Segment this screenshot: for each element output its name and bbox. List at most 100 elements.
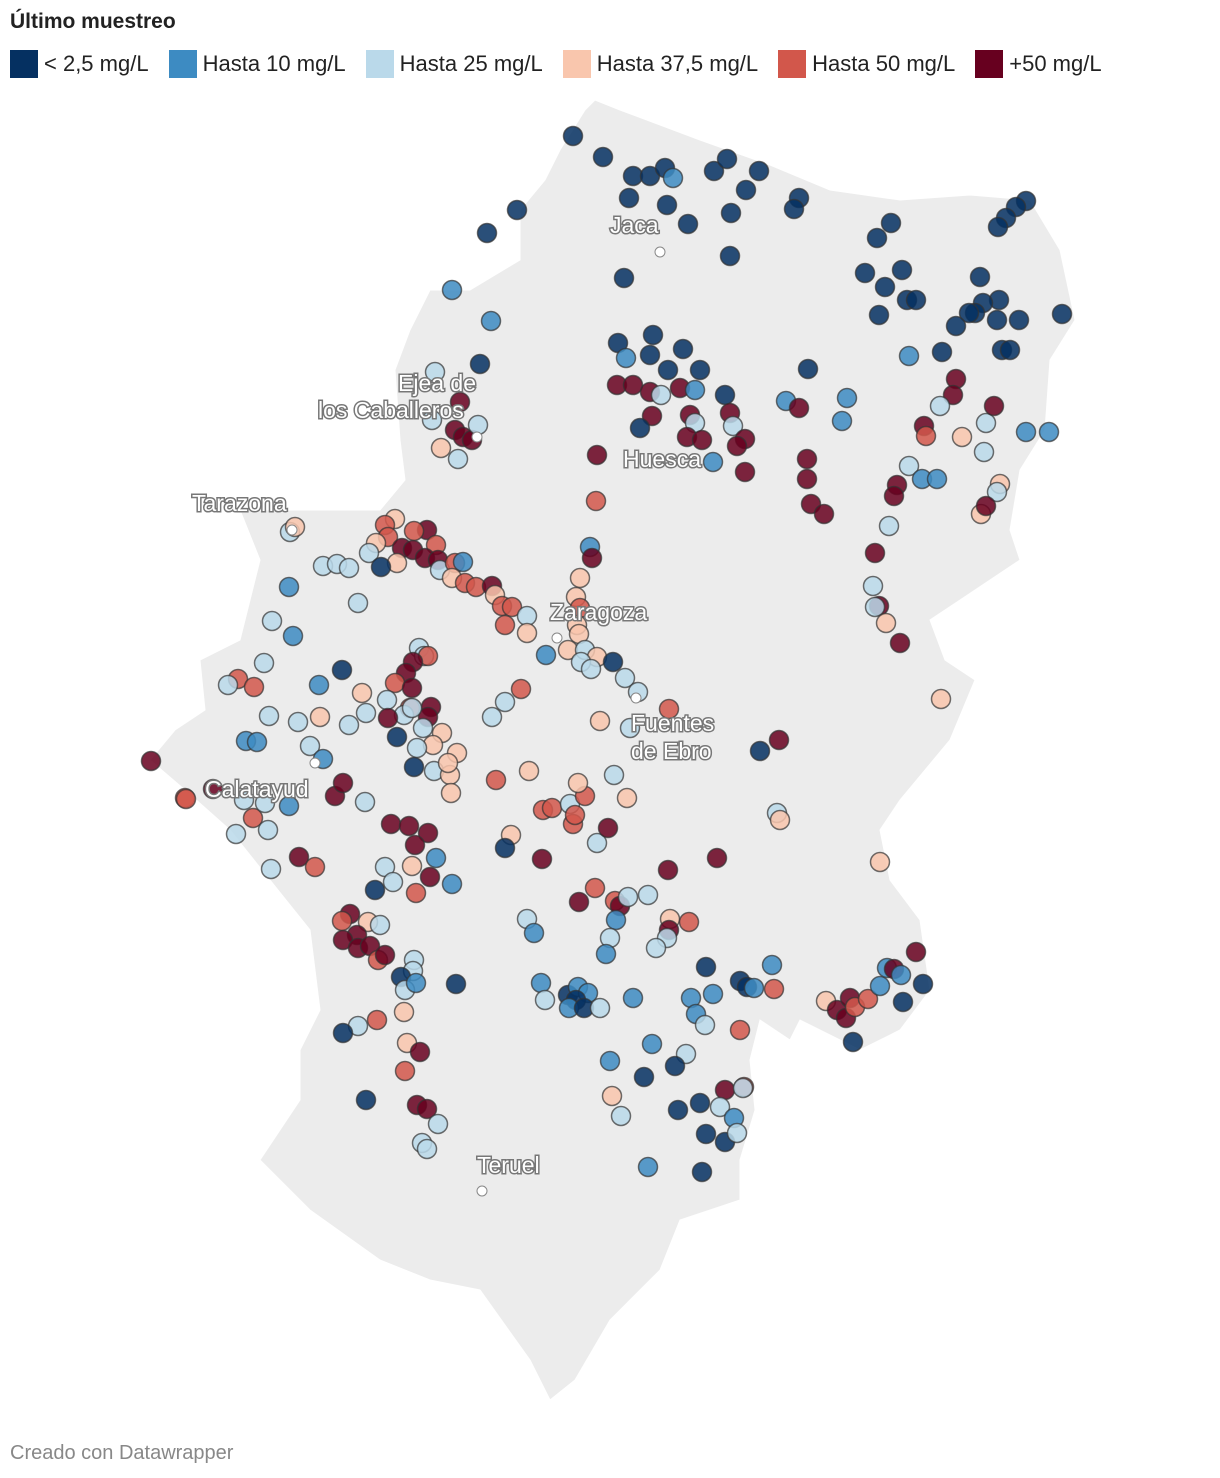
sample-point[interactable]: [987, 216, 1009, 238]
sample-point[interactable]: [597, 817, 619, 839]
sample-point[interactable]: [629, 417, 651, 439]
sample-point[interactable]: [401, 697, 423, 719]
sample-point[interactable]: [441, 279, 463, 301]
sample-point[interactable]: [494, 837, 516, 859]
sample-point[interactable]: [469, 353, 491, 375]
sample-point[interactable]: [243, 676, 265, 698]
sample-point[interactable]: [584, 877, 606, 899]
sample-point[interactable]: [689, 359, 711, 381]
sample-point[interactable]: [854, 262, 876, 284]
sample-point[interactable]: [836, 387, 858, 409]
sample-point[interactable]: [951, 426, 973, 448]
sample-point[interactable]: [716, 148, 738, 170]
sample-point[interactable]: [641, 1033, 663, 1055]
sample-point[interactable]: [975, 412, 997, 434]
sample-point[interactable]: [449, 391, 471, 413]
sample-point[interactable]: [842, 1031, 864, 1053]
sample-point[interactable]: [447, 448, 469, 470]
sample-point[interactable]: [889, 632, 911, 654]
sample-point[interactable]: [975, 495, 997, 517]
sample-point[interactable]: [878, 515, 900, 537]
sample-point[interactable]: [282, 625, 304, 647]
sample-point[interactable]: [729, 1019, 751, 1041]
sample-point[interactable]: [748, 160, 770, 182]
sample-point[interactable]: [595, 943, 617, 965]
sample-point[interactable]: [1015, 421, 1037, 443]
sample-point[interactable]: [641, 405, 663, 427]
sample-point[interactable]: [695, 1123, 717, 1145]
sample-point[interactable]: [617, 886, 639, 908]
sample-point[interactable]: [278, 795, 300, 817]
sample-point[interactable]: [358, 542, 380, 564]
sample-point[interactable]: [530, 972, 552, 994]
sample-point[interactable]: [905, 289, 927, 311]
sample-point[interactable]: [695, 956, 717, 978]
sample-point[interactable]: [585, 490, 607, 512]
sample-point[interactable]: [749, 740, 771, 762]
sample-point[interactable]: [689, 1092, 711, 1114]
sample-point[interactable]: [382, 871, 404, 893]
sample-point[interactable]: [523, 922, 545, 944]
sample-point[interactable]: [720, 202, 742, 224]
sample-point[interactable]: [258, 705, 280, 727]
sample-point[interactable]: [969, 266, 991, 288]
sample-point[interactable]: [480, 310, 502, 332]
sample-point[interactable]: [613, 267, 635, 289]
sample-point[interactable]: [657, 359, 679, 381]
sample-point[interactable]: [735, 179, 757, 201]
sample-point[interactable]: [618, 187, 640, 209]
sample-point[interactable]: [257, 819, 279, 841]
sample-point[interactable]: [667, 1099, 689, 1121]
sample-point[interactable]: [694, 1014, 716, 1036]
sample-point[interactable]: [287, 711, 309, 733]
sample-point[interactable]: [702, 983, 724, 1005]
sample-point[interactable]: [796, 468, 818, 490]
sample-point[interactable]: [347, 592, 369, 614]
sample-point[interactable]: [831, 410, 853, 432]
sample-point[interactable]: [332, 772, 354, 794]
sample-point[interactable]: [986, 481, 1008, 503]
sample-point[interactable]: [813, 503, 835, 525]
sample-point[interactable]: [564, 804, 586, 826]
sample-point[interactable]: [678, 911, 700, 933]
sample-point[interactable]: [864, 542, 886, 564]
sample-point[interactable]: [862, 575, 884, 597]
sample-point[interactable]: [672, 338, 694, 360]
sample-point[interactable]: [986, 309, 1008, 331]
sample-point[interactable]: [637, 884, 659, 906]
sample-point[interactable]: [506, 199, 528, 221]
sample-point[interactable]: [973, 441, 995, 463]
sample-point[interactable]: [288, 846, 310, 868]
sample-point[interactable]: [309, 706, 331, 728]
sample-point[interactable]: [394, 1060, 416, 1082]
sample-point[interactable]: [261, 610, 283, 632]
sample-point[interactable]: [603, 764, 625, 786]
sample-point[interactable]: [732, 1077, 754, 1099]
sample-point[interactable]: [709, 1096, 731, 1118]
sample-point[interactable]: [769, 809, 791, 831]
sample-point[interactable]: [898, 455, 920, 477]
sample-point[interactable]: [610, 1105, 632, 1127]
sample-point[interactable]: [714, 384, 736, 406]
sample-point[interactable]: [278, 576, 300, 598]
sample-point[interactable]: [401, 855, 423, 877]
sample-point[interactable]: [445, 973, 467, 995]
sample-point[interactable]: [425, 847, 447, 869]
sample-point[interactable]: [404, 834, 426, 856]
sample-point[interactable]: [534, 989, 556, 1011]
sample-point[interactable]: [656, 194, 678, 216]
sample-point[interactable]: [605, 909, 627, 931]
sample-point[interactable]: [883, 485, 905, 507]
sample-point[interactable]: [405, 882, 427, 904]
sample-point[interactable]: [1038, 421, 1060, 443]
sample-point[interactable]: [619, 717, 641, 739]
sample-point[interactable]: [398, 815, 420, 837]
sample-point[interactable]: [662, 167, 684, 189]
sample-point[interactable]: [958, 302, 980, 324]
sample-point[interactable]: [253, 652, 275, 674]
sample-point[interactable]: [983, 395, 1005, 417]
sample-point[interactable]: [615, 347, 637, 369]
sample-point[interactable]: [419, 866, 441, 888]
sample-point[interactable]: [535, 644, 557, 666]
sample-point[interactable]: [377, 707, 399, 729]
